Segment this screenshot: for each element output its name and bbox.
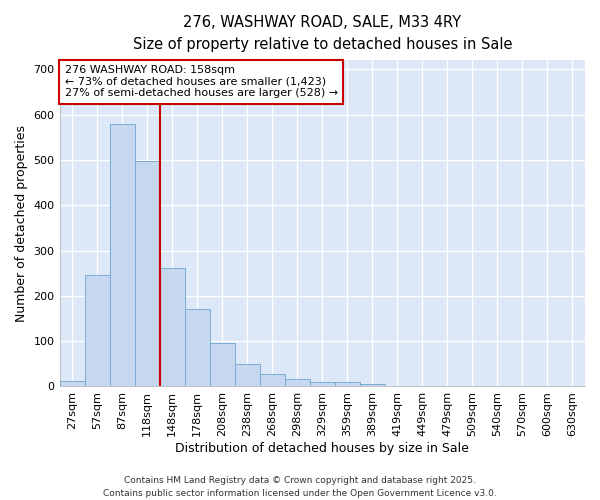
- Bar: [59, 381, 85, 386]
- Bar: [260, 374, 285, 386]
- Text: 276 WASHWAY ROAD: 158sqm
← 73% of detached houses are smaller (1,423)
27% of sem: 276 WASHWAY ROAD: 158sqm ← 73% of detach…: [65, 65, 338, 98]
- Bar: [160, 268, 185, 386]
- Title: 276, WASHWAY ROAD, SALE, M33 4RY
Size of property relative to detached houses in: 276, WASHWAY ROAD, SALE, M33 4RY Size of…: [133, 15, 512, 52]
- X-axis label: Distribution of detached houses by size in Sale: Distribution of detached houses by size …: [175, 442, 469, 455]
- Bar: [85, 274, 110, 386]
- Bar: [209, 344, 235, 386]
- Y-axis label: Number of detached properties: Number of detached properties: [15, 125, 28, 322]
- Bar: [235, 364, 260, 386]
- Bar: [310, 382, 335, 386]
- Bar: [360, 384, 385, 386]
- Text: Contains HM Land Registry data © Crown copyright and database right 2025.
Contai: Contains HM Land Registry data © Crown c…: [103, 476, 497, 498]
- Bar: [134, 162, 160, 386]
- Bar: [185, 308, 209, 386]
- Bar: [335, 382, 360, 386]
- Bar: [285, 379, 310, 386]
- Bar: [110, 124, 134, 386]
